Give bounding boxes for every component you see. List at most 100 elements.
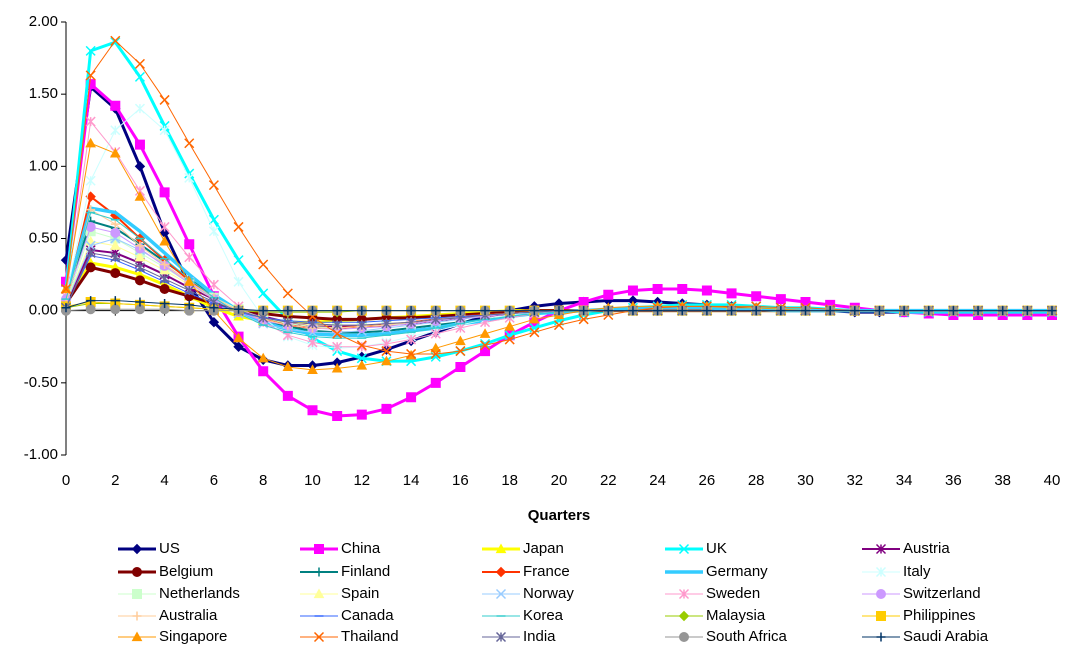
marker	[159, 273, 170, 284]
marker	[381, 403, 392, 414]
marker	[504, 334, 515, 345]
marker	[479, 328, 491, 338]
marker	[702, 306, 712, 316]
marker	[159, 304, 170, 315]
x-tick-label: 26	[699, 472, 716, 489]
x-tick-label: 0	[62, 472, 70, 489]
marker	[159, 284, 170, 295]
x-tick-label: 20	[551, 472, 568, 489]
marker	[110, 35, 121, 46]
legend-label: Singapore	[159, 628, 227, 645]
marker	[184, 285, 195, 296]
marker	[258, 259, 269, 270]
marker	[553, 320, 565, 331]
marker	[109, 147, 121, 158]
legend-marker	[132, 611, 142, 621]
marker	[627, 285, 638, 296]
x-tick-label: 40	[1044, 472, 1061, 489]
marker	[85, 247, 96, 258]
legend-marker	[876, 632, 886, 642]
marker	[159, 94, 170, 105]
marker	[208, 226, 219, 237]
marker	[677, 284, 688, 295]
marker	[331, 362, 343, 373]
marker	[948, 306, 958, 316]
marker	[184, 300, 194, 310]
marker	[998, 306, 1008, 316]
marker	[529, 313, 540, 324]
y-tick-label: -0.50	[24, 374, 58, 391]
marker	[110, 296, 120, 306]
legend-label: India	[523, 628, 556, 645]
marker	[726, 288, 737, 299]
marker	[160, 259, 170, 269]
marker	[480, 306, 490, 316]
marker	[332, 341, 343, 352]
legend-marker	[876, 611, 886, 621]
x-tick-label: 34	[896, 472, 913, 489]
marker	[208, 214, 219, 225]
marker	[208, 317, 220, 328]
marker	[554, 306, 564, 316]
x-tick-label: 14	[403, 472, 420, 489]
marker	[406, 348, 417, 359]
marker	[356, 409, 367, 420]
marker	[308, 306, 317, 316]
marker	[874, 306, 884, 316]
legend-label: Italy	[903, 563, 931, 580]
marker	[381, 346, 392, 357]
x-tick-label: 18	[501, 472, 518, 489]
marker	[603, 306, 613, 316]
legend-label: Finland	[341, 563, 390, 580]
marker	[283, 306, 293, 316]
marker	[134, 304, 145, 315]
marker	[431, 306, 441, 316]
marker	[110, 252, 121, 263]
marker	[135, 297, 145, 307]
marker	[776, 306, 786, 316]
marker	[332, 411, 343, 422]
marker	[381, 355, 392, 366]
marker	[110, 227, 121, 238]
marker	[356, 340, 367, 351]
marker	[505, 306, 515, 316]
series-line	[65, 142, 1052, 371]
marker	[455, 346, 466, 357]
marker	[85, 175, 96, 186]
legend-marker	[875, 589, 887, 599]
marker	[529, 327, 540, 338]
legend-marker	[495, 566, 507, 578]
marker	[85, 137, 96, 148]
marker	[504, 321, 516, 331]
marker	[159, 221, 170, 232]
legend-label: Thailand	[341, 628, 399, 645]
marker	[455, 322, 466, 334]
marker	[234, 304, 244, 314]
marker	[160, 298, 170, 308]
marker	[357, 306, 367, 316]
legend-marker	[314, 544, 324, 554]
legend-label: Austria	[903, 540, 950, 557]
marker	[258, 288, 269, 299]
y-tick-label: -1.00	[24, 446, 58, 463]
legend-marker	[131, 543, 143, 555]
marker	[209, 303, 219, 313]
x-tick-label: 32	[846, 472, 863, 489]
legend-label: Saudi Arabia	[903, 628, 989, 645]
marker	[899, 306, 909, 316]
marker	[356, 359, 368, 370]
legend-marker	[875, 566, 887, 578]
marker	[381, 318, 392, 329]
marker	[307, 364, 318, 374]
marker	[134, 103, 145, 114]
marker	[332, 306, 342, 316]
marker	[184, 252, 195, 263]
x-tick-label: 12	[353, 472, 370, 489]
marker	[850, 306, 860, 316]
legend-label: UK	[706, 540, 727, 557]
marker	[134, 275, 145, 286]
marker	[184, 138, 195, 149]
marker	[184, 239, 195, 250]
marker	[208, 279, 219, 290]
